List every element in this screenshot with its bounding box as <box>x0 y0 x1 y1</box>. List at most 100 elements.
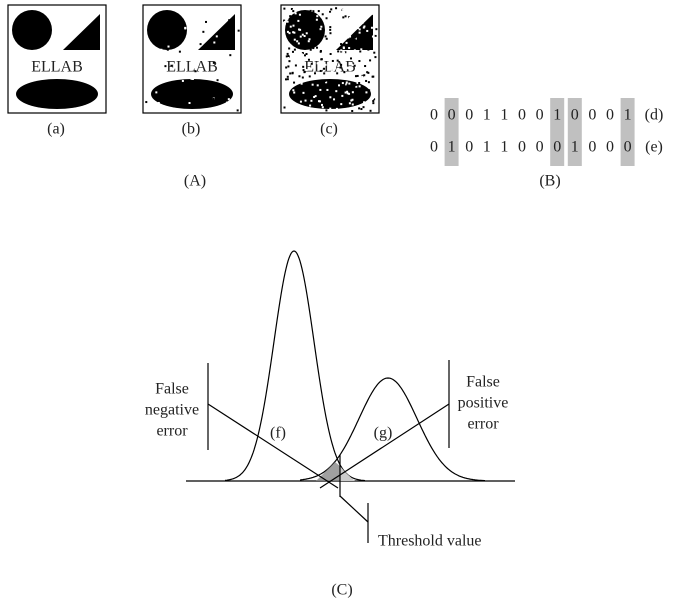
ellipse-shape <box>151 79 233 109</box>
noise <box>358 60 361 63</box>
noise <box>350 23 353 26</box>
noise <box>353 84 356 87</box>
noise <box>354 84 357 87</box>
noise <box>353 8 356 11</box>
difference-highlight <box>567 98 582 166</box>
noise <box>372 75 375 78</box>
noise <box>307 58 310 61</box>
noise <box>297 19 300 22</box>
noise <box>215 35 218 38</box>
noise <box>349 35 352 38</box>
noise <box>299 28 302 31</box>
noise <box>295 92 298 95</box>
noise <box>194 70 197 73</box>
noise <box>206 102 209 105</box>
noise <box>292 10 295 13</box>
label: negative <box>145 402 199 419</box>
bit: 1 <box>571 139 579 156</box>
noise <box>320 71 323 74</box>
noise <box>366 104 369 107</box>
noise <box>351 74 354 77</box>
noise <box>362 82 365 85</box>
distribution-plot: (f) (g) False negative error False posit… <box>145 250 515 550</box>
noise <box>351 64 354 67</box>
noise <box>312 50 315 53</box>
noise <box>344 91 347 94</box>
circle-shape <box>147 10 187 50</box>
noise <box>356 7 359 10</box>
noise <box>289 72 292 75</box>
noise <box>184 27 187 30</box>
noise <box>342 16 345 19</box>
noise <box>214 84 217 87</box>
noise <box>225 109 228 112</box>
noise <box>360 48 363 51</box>
noise <box>302 17 305 20</box>
noise <box>373 22 376 25</box>
noise <box>191 77 194 80</box>
noise <box>371 12 374 15</box>
pointer <box>319 403 450 489</box>
noise <box>367 71 370 74</box>
noise <box>293 48 296 51</box>
circle-shape <box>12 10 52 50</box>
noise <box>355 57 358 60</box>
noise <box>351 98 354 101</box>
noise <box>326 88 329 91</box>
noise <box>157 101 160 104</box>
noise <box>343 51 346 54</box>
noise <box>339 66 342 69</box>
noise <box>229 100 232 103</box>
noise <box>292 24 295 27</box>
noise <box>325 37 328 40</box>
noise <box>348 82 351 85</box>
noise <box>283 19 286 22</box>
noise <box>354 37 357 40</box>
noise <box>309 51 312 54</box>
noise <box>329 53 332 56</box>
false-negative-area <box>316 462 340 481</box>
noise <box>330 70 333 73</box>
noise <box>226 101 229 104</box>
noise <box>204 72 207 75</box>
noise <box>324 79 327 82</box>
noise <box>355 26 358 29</box>
noise <box>319 88 322 91</box>
noise <box>290 38 293 41</box>
noise <box>361 15 364 18</box>
noise <box>320 25 323 28</box>
noise <box>308 76 311 79</box>
noise <box>371 88 374 91</box>
noise <box>329 26 332 29</box>
noise <box>337 50 340 53</box>
noise <box>320 103 323 106</box>
noise <box>287 56 290 59</box>
noise <box>286 20 289 23</box>
noise <box>335 7 338 10</box>
noise <box>301 7 304 10</box>
noise <box>330 8 333 11</box>
noise <box>299 35 302 38</box>
noise <box>336 71 339 74</box>
noise <box>329 12 332 15</box>
noise <box>292 31 295 34</box>
noise <box>305 32 308 35</box>
noise <box>285 55 288 58</box>
noise <box>364 65 367 68</box>
noise <box>181 79 184 82</box>
bit: 0 <box>606 139 614 156</box>
noise <box>287 78 290 81</box>
noise <box>348 16 351 19</box>
bit: 0 <box>606 107 614 124</box>
noise <box>362 90 365 93</box>
bit: 0 <box>430 107 438 124</box>
noise <box>303 66 306 69</box>
bit: 0 <box>430 139 438 156</box>
bit: 0 <box>518 107 526 124</box>
noise <box>168 14 171 17</box>
noise <box>346 84 349 87</box>
bit: 0 <box>448 107 456 124</box>
bit: 0 <box>536 107 544 124</box>
noise <box>286 78 289 81</box>
